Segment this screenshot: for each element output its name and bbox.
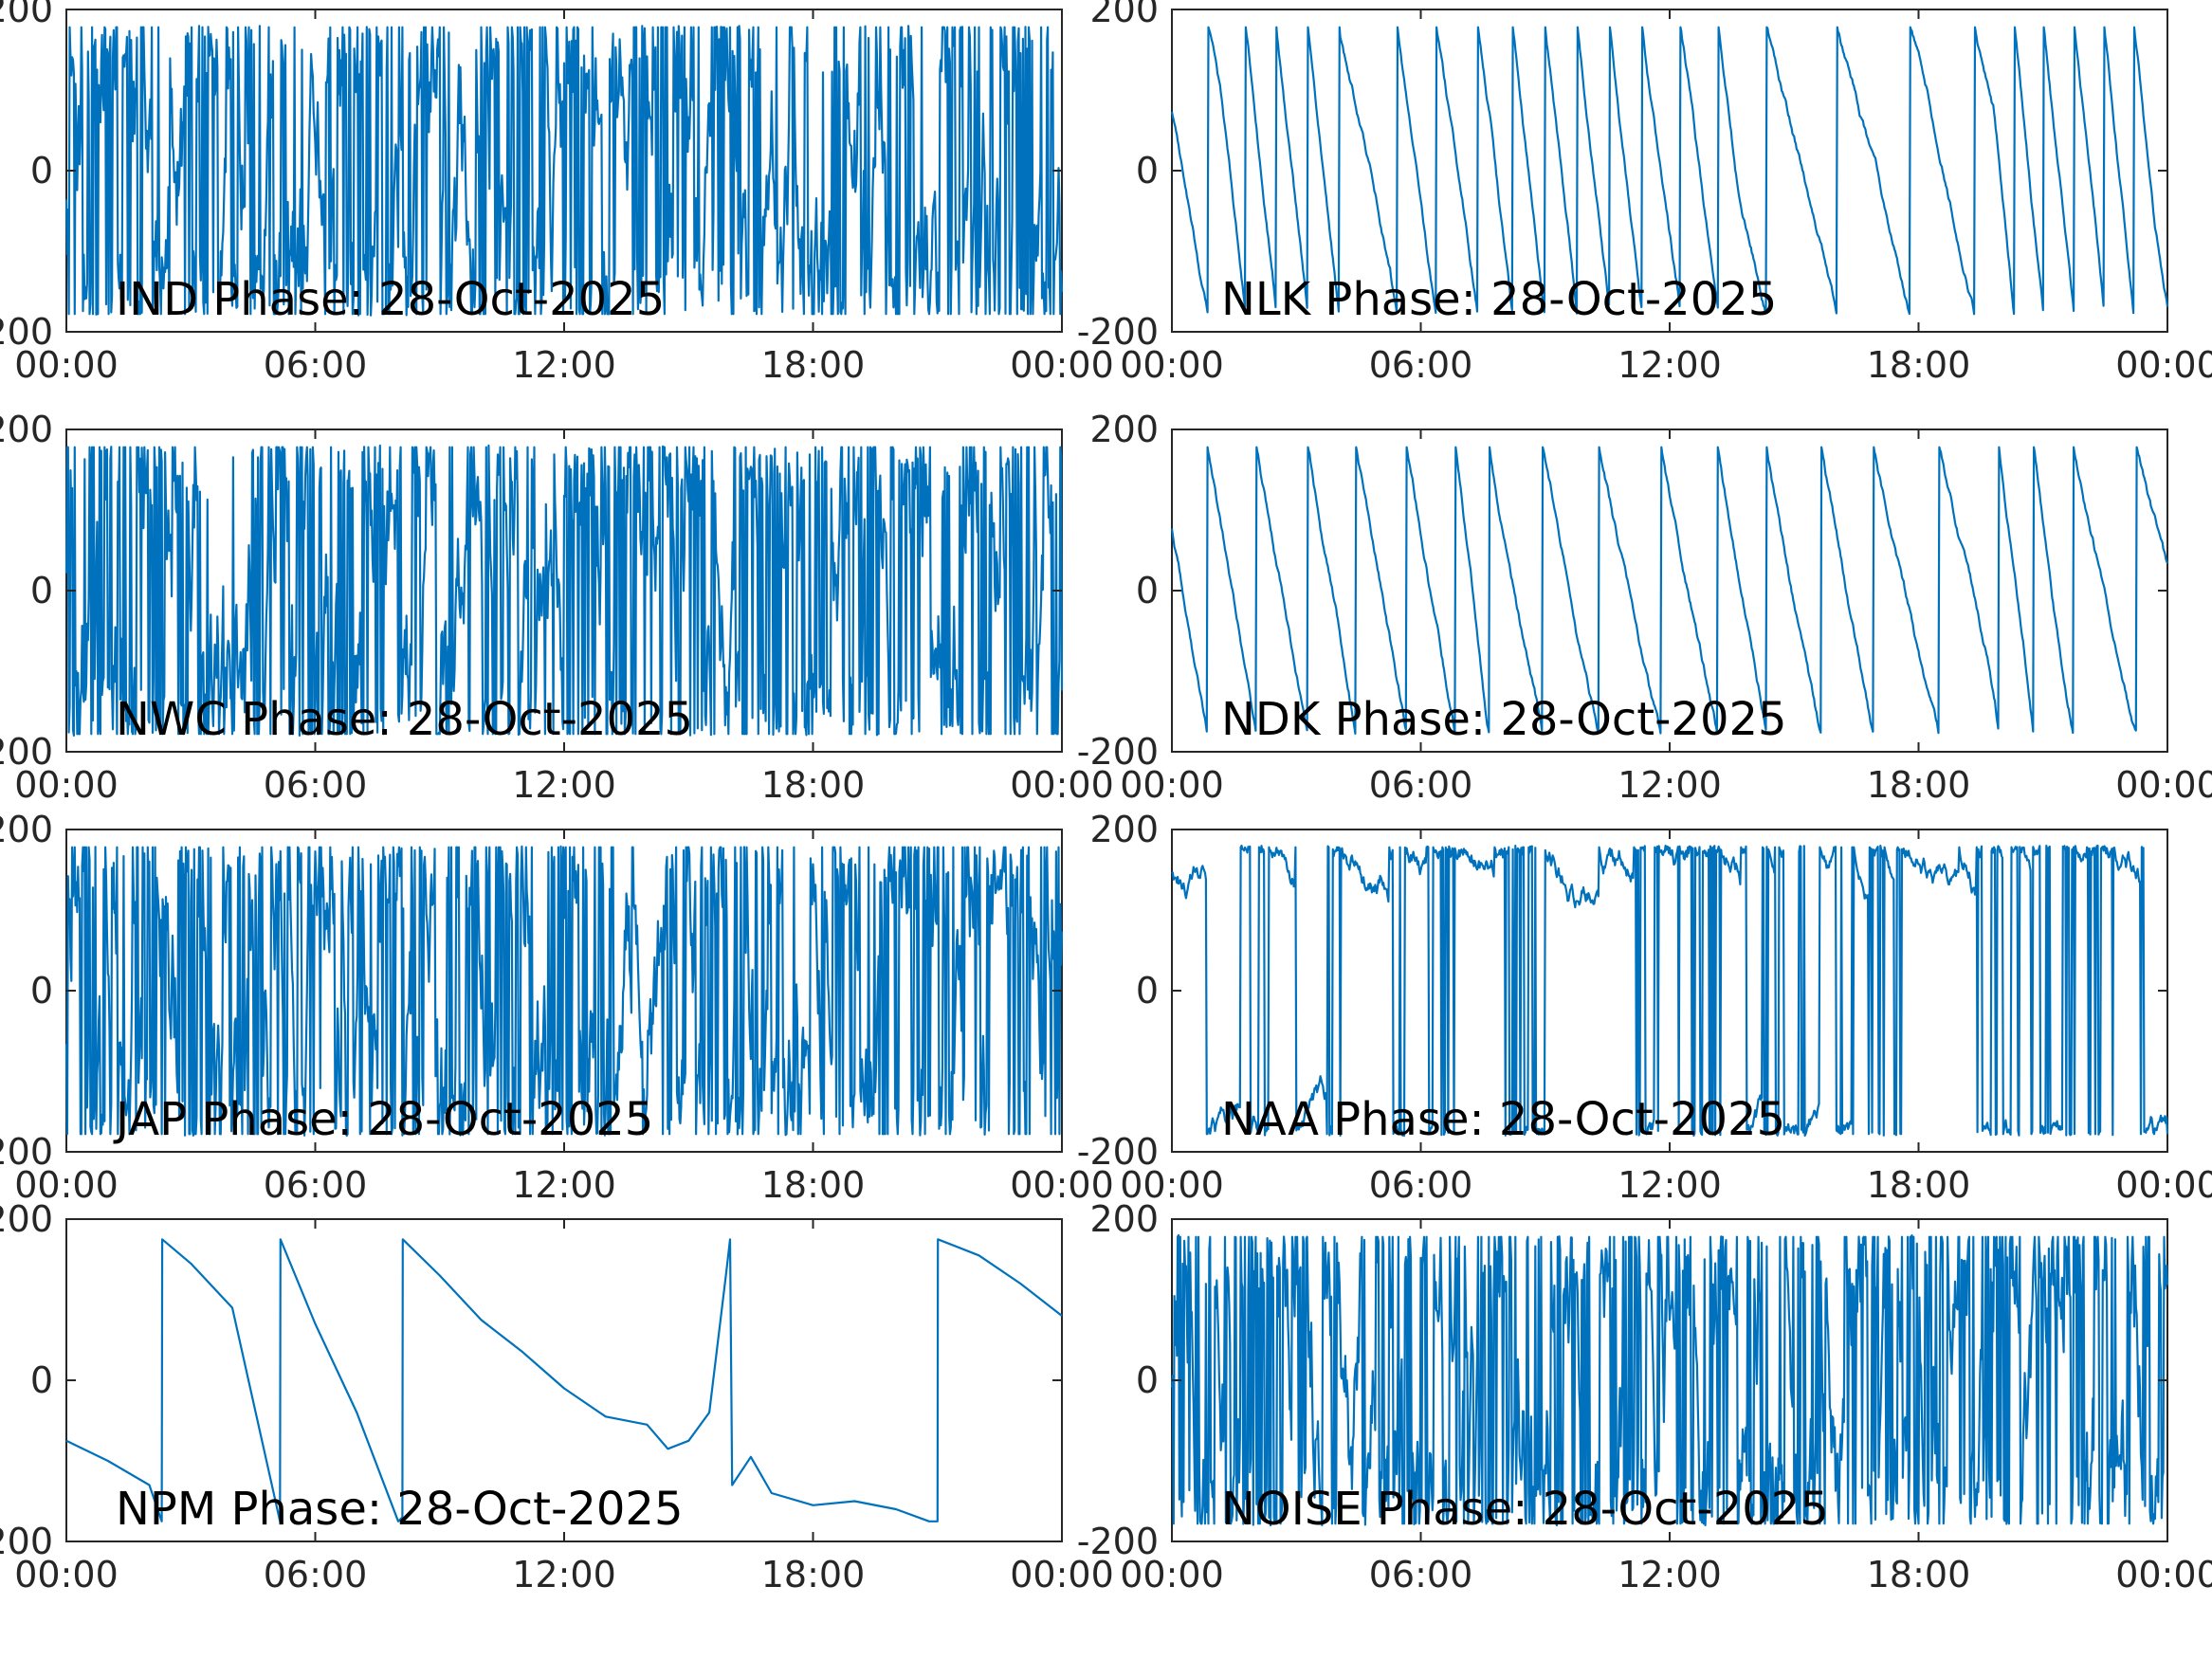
x-tick-label: 18:00 <box>761 344 866 386</box>
y-tick-label: 200 <box>0 1198 53 1240</box>
y-tick-label: -200 <box>0 1521 53 1562</box>
y-tick-label: -200 <box>1077 1131 1159 1173</box>
y-tick-label: 0 <box>30 1359 53 1401</box>
x-tick-label: 12:00 <box>1618 1164 1722 1206</box>
phase-series-line <box>1170 446 2169 735</box>
x-tick-label: 00:00 <box>1010 1164 1114 1206</box>
x-tick-label: 12:00 <box>1618 764 1722 806</box>
x-tick-label: 00:00 <box>2115 344 2212 386</box>
x-tick-label: 00:00 <box>2115 1164 2212 1206</box>
x-tick-label: 00:00 <box>1010 764 1114 806</box>
y-tick-label: -200 <box>1077 1521 1159 1562</box>
phase-series-line <box>1171 845 2169 1138</box>
x-tick-label: 00:00 <box>14 1554 119 1595</box>
y-tick-label: -200 <box>0 1131 53 1173</box>
x-tick-label: 00:00 <box>14 344 119 386</box>
y-tick-label: 200 <box>0 809 53 850</box>
y-tick-label: 0 <box>30 970 53 1012</box>
x-tick-label: 12:00 <box>1618 344 1722 386</box>
x-tick-label: 18:00 <box>1867 1164 1971 1206</box>
y-tick-label: 200 <box>1089 0 1159 30</box>
panel-title: NDK Phase: 28-Oct-2025 <box>1221 693 1787 746</box>
x-tick-label: 00:00 <box>1010 1554 1114 1595</box>
x-tick-label: 00:00 <box>2115 1554 2212 1595</box>
x-tick-label: 12:00 <box>512 1554 616 1595</box>
x-tick-label: 12:00 <box>512 1164 616 1206</box>
x-tick-label: 00:00 <box>1120 1164 1224 1206</box>
panel-title: IND Phase: 28-Oct-2025 <box>116 273 665 326</box>
x-tick-label: 00:00 <box>1010 344 1114 386</box>
x-tick-label: 06:00 <box>1369 1554 1473 1595</box>
x-tick-label: 06:00 <box>1369 764 1473 806</box>
phase-series-line <box>1170 26 2169 316</box>
y-tick-label: 200 <box>1089 809 1159 850</box>
y-tick-label: 0 <box>30 150 53 191</box>
panel-title: JAP Phase: 28-Oct-2025 <box>113 1093 653 1146</box>
panel-title: NPM Phase: 28-Oct-2025 <box>116 1483 683 1536</box>
x-tick-label: 00:00 <box>14 764 119 806</box>
y-tick-label: 0 <box>1136 1359 1159 1401</box>
x-tick-label: 06:00 <box>1369 344 1473 386</box>
x-tick-label: 00:00 <box>1120 344 1224 386</box>
x-tick-label: 00:00 <box>2115 764 2212 806</box>
x-tick-label: 12:00 <box>512 344 616 386</box>
axes-frame <box>1171 428 2168 753</box>
x-tick-label: 06:00 <box>264 764 368 806</box>
phase-series-line <box>64 25 1064 317</box>
axes-frame <box>65 1218 1063 1542</box>
y-tick-label: 0 <box>1136 970 1159 1012</box>
y-tick-label: -200 <box>1077 731 1159 773</box>
y-tick-label: -200 <box>0 731 53 773</box>
x-tick-label: 12:00 <box>1618 1554 1722 1595</box>
x-tick-label: 06:00 <box>264 344 368 386</box>
x-tick-label: 12:00 <box>512 764 616 806</box>
x-tick-label: 06:00 <box>1369 1164 1473 1206</box>
y-tick-label: -200 <box>0 311 53 353</box>
y-tick-label: 200 <box>0 0 53 30</box>
phase-series-line <box>1170 1233 2169 1527</box>
x-tick-label: 18:00 <box>1867 344 1971 386</box>
x-tick-label: 18:00 <box>761 1554 866 1595</box>
panel-title: NOISE Phase: 28-Oct-2025 <box>1221 1483 1829 1536</box>
x-tick-label: 18:00 <box>1867 1554 1971 1595</box>
y-tick-label: -200 <box>1077 311 1159 353</box>
x-tick-label: 18:00 <box>761 1164 866 1206</box>
x-tick-label: 00:00 <box>14 1164 119 1206</box>
y-tick-label: 0 <box>1136 150 1159 191</box>
y-tick-label: 200 <box>1089 409 1159 450</box>
x-tick-label: 00:00 <box>1120 764 1224 806</box>
x-tick-label: 18:00 <box>761 764 866 806</box>
panel-title: NLK Phase: 28-Oct-2025 <box>1221 273 1777 326</box>
y-tick-label: 200 <box>0 409 53 450</box>
x-tick-label: 18:00 <box>1867 764 1971 806</box>
y-tick-label: 200 <box>1089 1198 1159 1240</box>
x-tick-label: 00:00 <box>1120 1554 1224 1595</box>
y-tick-label: 0 <box>30 570 53 611</box>
phase-series-line <box>65 1238 1063 1522</box>
x-tick-label: 06:00 <box>264 1554 368 1595</box>
y-tick-label: 0 <box>1136 570 1159 611</box>
phase-series-line <box>64 444 1064 737</box>
panel-title: NWC Phase: 28-Oct-2025 <box>116 693 693 746</box>
panel-title: NAA Phase: 28-Oct-2025 <box>1221 1093 1785 1146</box>
x-tick-label: 06:00 <box>264 1164 368 1206</box>
phase-series-line <box>64 845 1064 1137</box>
